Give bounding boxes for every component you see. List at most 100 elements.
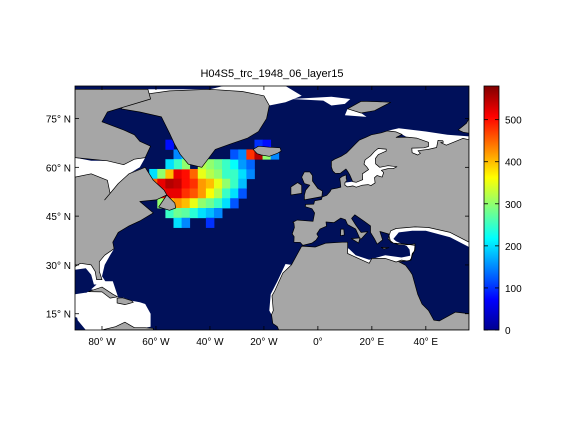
concentration-cell	[173, 208, 182, 219]
y-tick-label: 75° N	[46, 115, 71, 126]
y-axis: 15° N 30° N 45° N 60° N 75° N	[46, 115, 469, 321]
concentration-cell	[238, 159, 247, 170]
land-svalbard	[347, 100, 392, 114]
land-ireland	[290, 182, 303, 196]
land-canadian-arctic	[75, 88, 151, 166]
concentration-cell	[213, 178, 223, 189]
concentration-cell	[230, 159, 239, 170]
y-tick-label: 60° N	[46, 163, 71, 174]
y-tick-label: 30° N	[46, 261, 71, 272]
concentration-cell	[181, 168, 191, 180]
concentration-cell	[197, 178, 207, 189]
missing-data-area	[75, 157, 146, 200]
land-newfoundland	[158, 194, 177, 211]
concentration-cell	[197, 168, 207, 180]
colorbar-tick-label: 500	[505, 116, 522, 127]
land-great-britain	[301, 171, 323, 201]
concentration-cells	[149, 139, 280, 228]
land-hispaniola	[116, 297, 134, 305]
missing-data-area	[269, 264, 292, 315]
concentration-cell	[230, 188, 239, 199]
concentration-cell	[246, 149, 255, 160]
colorbar-tick-label: 400	[505, 158, 522, 169]
colorbar-tick-label: 0	[505, 326, 511, 337]
concentration-cell	[181, 188, 191, 199]
land-iceland	[252, 145, 282, 157]
concentration-cell	[173, 188, 182, 199]
concentration-cell	[262, 139, 272, 150]
concentration-cell	[222, 188, 231, 199]
concentration-cell	[173, 217, 182, 228]
concentration-cell	[173, 178, 182, 189]
concentration-cell	[205, 178, 215, 189]
concentration-cell	[230, 168, 239, 180]
concentration-cell	[205, 168, 215, 180]
concentration-cell	[222, 198, 231, 209]
missing-data-area	[344, 148, 397, 188]
x-tick-label: 20° W	[250, 337, 278, 348]
land-greenland	[120, 88, 270, 168]
concentration-cell	[165, 159, 174, 170]
map-area	[75, 86, 469, 330]
concentration-cell	[197, 198, 207, 209]
concentration-cell	[213, 198, 223, 209]
concentration-cell	[246, 168, 255, 180]
land-corsica-sardinia	[340, 228, 345, 237]
y-tick-label: 15° N	[46, 310, 71, 321]
land-north-america	[75, 166, 168, 280]
concentration-cell	[173, 168, 182, 180]
concentration-cell	[205, 198, 215, 209]
concentration-cell	[189, 188, 199, 199]
concentration-cell	[238, 149, 247, 160]
colorbar: 0 100 200 300 400 500	[483, 85, 522, 337]
concentration-cell	[230, 178, 239, 189]
concentration-cell	[165, 188, 174, 199]
concentration-cell	[197, 188, 207, 199]
colorbar-tick-label: 300	[505, 200, 522, 211]
x-tick-label: 20° E	[360, 337, 385, 348]
land-crete	[380, 247, 390, 250]
concentration-cell	[205, 208, 215, 219]
missing-data-area	[75, 281, 151, 330]
concentration-cell	[165, 178, 174, 189]
missing-data-area	[75, 248, 115, 285]
x-tick-label: 80° W	[88, 337, 116, 348]
colorbar-gradient	[483, 85, 500, 331]
concentration-cell	[230, 198, 239, 209]
concentration-cell	[173, 159, 182, 170]
concentration-cell	[181, 208, 191, 219]
chart-title: H04S5_trc_1948_06_layer15	[200, 68, 343, 80]
concentration-cell	[189, 168, 199, 180]
x-axis: 80° W 60° W 40° W 20° W 0° 20° E 40° E	[88, 86, 438, 348]
concentration-cell	[157, 178, 166, 189]
concentration-cell	[165, 168, 174, 180]
concentration-cell	[205, 159, 215, 170]
concentration-cell	[181, 159, 191, 170]
concentration-cell	[230, 149, 239, 160]
missing-data-area	[315, 226, 469, 264]
concentration-cell	[165, 208, 174, 219]
missing-data-area	[75, 292, 86, 313]
concentration-cell	[222, 159, 231, 170]
concentration-cell	[213, 188, 223, 199]
concentration-cell	[181, 217, 191, 228]
concentration-cell	[238, 178, 247, 189]
x-tick-label: 0°	[313, 337, 323, 348]
x-tick-label: 40° W	[196, 337, 224, 348]
land-cuba	[88, 286, 118, 299]
land-sicily	[350, 237, 361, 244]
concentration-cell	[238, 188, 247, 199]
concentration-cell	[246, 159, 255, 170]
concentration-cell	[213, 168, 223, 180]
concentration-cell	[222, 178, 231, 189]
concentration-cell	[189, 208, 199, 219]
concentration-cell	[205, 217, 215, 228]
concentration-cell	[181, 198, 191, 209]
concentration-cell	[238, 168, 247, 180]
land-eurasia	[271, 86, 469, 330]
concentration-cell	[197, 208, 207, 219]
x-tick-label: 40° E	[414, 337, 439, 348]
concentration-cell	[254, 139, 263, 150]
